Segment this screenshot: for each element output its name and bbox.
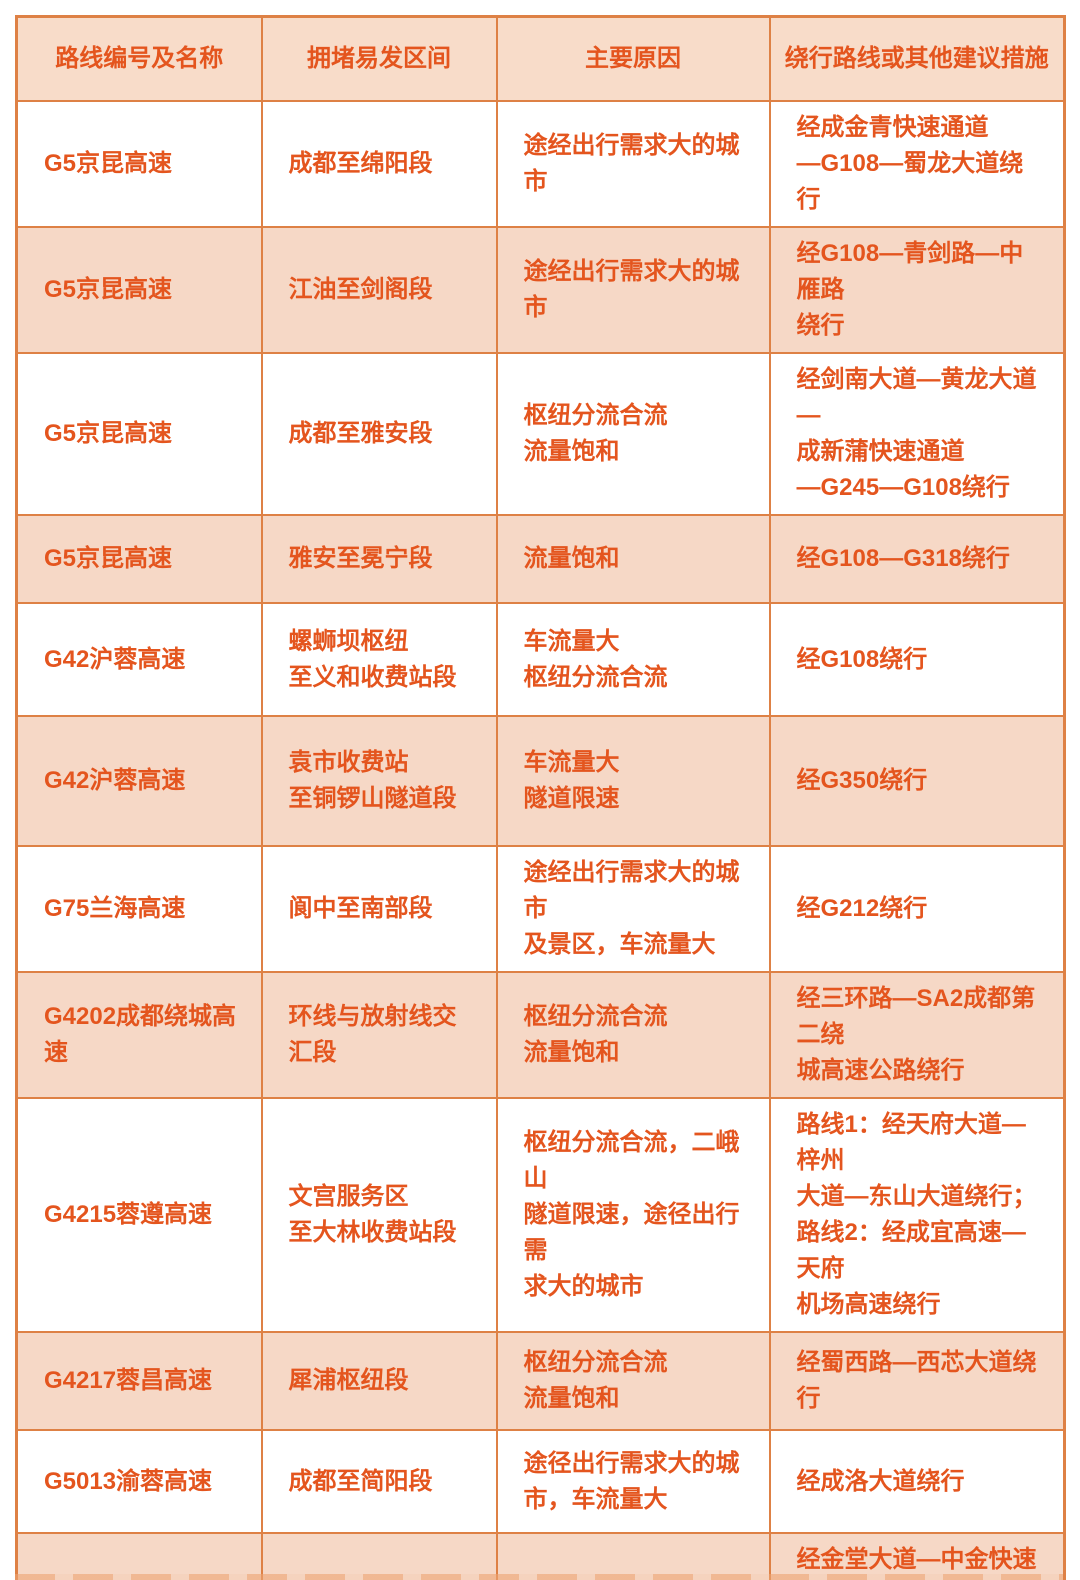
table-row: G75兰海高速 阆中至南部段 途经出行需求大的城市 及景区，车流量大 经G212绕行 [15, 845, 1066, 973]
column-header-route: 路线编号及名称 [15, 15, 263, 102]
table-row: G5京昆高速 成都至绵阳段 途经出行需求大的城市 经成金青快速通道 —G108—蜀龙大… [15, 100, 1066, 228]
cell-section: 文宫服务区 至大林收费站段 [260, 1097, 498, 1333]
cell-detour: 经剑南大道—黄龙大道— 成新蒲快速通道 —G245—G108绕行 [768, 352, 1066, 516]
cell-reason: 枢纽分流合流 流量饱和 [495, 352, 771, 516]
table-row: G42沪蓉高速 螺蛳坝枢纽 至义和收费站段 车流量大 枢纽分流合流 经G108绕行 [15, 602, 1066, 717]
cell-reason: 途经出行需求大的城市 及景区，车流量大 [495, 845, 771, 973]
cell-route: G5京昆高速 [15, 352, 263, 516]
cell-detour: 经成洛大道绕行 [768, 1429, 1066, 1534]
cell-section: 犀浦枢纽段 [260, 1331, 498, 1431]
cell-detour: 经G212绕行 [768, 845, 1066, 973]
cell-route: G4202成都绕城高速 [15, 971, 263, 1099]
cell-reason: 流量饱和 [495, 514, 771, 604]
cell-route: G42沪蓉高速 [15, 715, 263, 847]
header-row: 路线编号及名称 拥堵易发区间 主要原因 绕行路线或其他建议措施 [15, 15, 1066, 102]
column-header-reason: 主要原因 [495, 15, 771, 102]
cell-route: G42沪蓉高速 [15, 602, 263, 717]
cell-reason: 车流量大 隧道限速 [495, 715, 771, 847]
cell-reason: 途经出行需求大的城市 [495, 226, 771, 354]
cell-route: G4215蓉遵高速 [15, 1097, 263, 1333]
table-row: G5京昆高速 雅安至冕宁段 流量饱和 经G108—G318绕行 [15, 514, 1066, 604]
table-row: G4215蓉遵高速 文宫服务区 至大林收费站段 枢纽分流合流，二峨山 隧道限速，途径… [15, 1097, 1066, 1333]
column-header-detour: 绕行路线或其他建议措施 [768, 15, 1066, 102]
cell-section: 福洪大桥 至金堂服务区段 [260, 1532, 498, 1580]
cell-section: 江油至剑阁段 [260, 226, 498, 354]
cell-section: 螺蛳坝枢纽 至义和收费站段 [260, 602, 498, 717]
cell-reason: 枢纽分流合流 流量饱和 [495, 1331, 771, 1431]
cell-route: G5013渝蓉高速 [15, 1429, 263, 1534]
cell-section: 成都至绵阳段 [260, 100, 498, 228]
cropped-next-row-edge [15, 1574, 1063, 1580]
cell-route: G75兰海高速 [15, 845, 263, 973]
table-row: G4202成都绕城高速 环线与放射线交汇段 枢纽分流合流 流量饱和 经三环路—SA2成… [15, 971, 1066, 1099]
cell-reason: 途径出行需求大的城 市，车流量大 [495, 1429, 771, 1534]
cell-reason: 枢纽分流汇流 车流量大 [495, 1532, 771, 1580]
column-header-section: 拥堵易发区间 [260, 15, 498, 102]
cell-section: 环线与放射线交汇段 [260, 971, 498, 1099]
cell-detour: 经三环路—SA2成都第二绕 城高速公路绕行 [768, 971, 1066, 1099]
cell-section: 雅安至冕宁段 [260, 514, 498, 604]
cell-route: G5京昆高速 [15, 100, 263, 228]
cell-detour: 经G108—G318绕行 [768, 514, 1066, 604]
cell-reason: 车流量大 枢纽分流合流 [495, 602, 771, 717]
table-row: G4217蓉昌高速 犀浦枢纽段 枢纽分流合流 流量饱和 经蜀西路—西芯大道绕行 [15, 1331, 1066, 1431]
table-row: S2成巴高速福洪大桥 至金堂服务区段枢纽分流汇流 车流量大经金堂大道—中金快速路… [15, 1532, 1066, 1580]
congestion-detour-table: 路线编号及名称 拥堵易发区间 主要原因 绕行路线或其他建议措施 G5京昆高速 成都… [15, 15, 1066, 1580]
table-row: G5013渝蓉高速 成都至简阳段 途径出行需求大的城 市，车流量大 经成洛大道绕行 [15, 1429, 1066, 1534]
cell-detour: 经蜀西路—西芯大道绕行 [768, 1331, 1066, 1431]
cell-detour: 经G350绕行 [768, 715, 1066, 847]
cell-detour: 经金堂大道—中金快速路 —成都第二绕城高速绕行 [768, 1532, 1066, 1580]
cell-detour: 经G108绕行 [768, 602, 1066, 717]
table-row: G5京昆高速 江油至剑阁段 途经出行需求大的城市 经G108—青剑路—中雁路 绕行 [15, 226, 1066, 354]
cell-reason: 枢纽分流合流，二峨山 隧道限速，途径出行需 求大的城市 [495, 1097, 771, 1333]
table-row: G42沪蓉高速 袁市收费站 至铜锣山隧道段 车流量大 隧道限速 经G350绕行 [15, 715, 1066, 847]
cell-section: 袁市收费站 至铜锣山隧道段 [260, 715, 498, 847]
cell-reason: 途经出行需求大的城市 [495, 100, 771, 228]
cell-route: G5京昆高速 [15, 514, 263, 604]
cell-route: G5京昆高速 [15, 226, 263, 354]
cell-route: S2成巴高速 [15, 1532, 263, 1580]
cell-reason: 枢纽分流合流 流量饱和 [495, 971, 771, 1099]
cell-detour: 经成金青快速通道 —G108—蜀龙大道绕行 [768, 100, 1066, 228]
cell-section: 成都至雅安段 [260, 352, 498, 516]
cell-section: 阆中至南部段 [260, 845, 498, 973]
table-header: 路线编号及名称 拥堵易发区间 主要原因 绕行路线或其他建议措施 [15, 15, 1066, 102]
table-body: G5京昆高速 成都至绵阳段 途经出行需求大的城市 经成金青快速通道 —G108—蜀龙大… [15, 100, 1066, 1580]
cell-route: G4217蓉昌高速 [15, 1331, 263, 1431]
table-row: G5京昆高速 成都至雅安段 枢纽分流合流 流量饱和 经剑南大道—黄龙大道— 成新蒲快速… [15, 352, 1066, 516]
cell-section: 成都至简阳段 [260, 1429, 498, 1534]
cell-detour: 经G108—青剑路—中雁路 绕行 [768, 226, 1066, 354]
cell-detour: 路线1：经天府大道—梓州 大道—东山大道绕行； 路线2：经成宜高速—天府 机场高… [768, 1097, 1066, 1333]
